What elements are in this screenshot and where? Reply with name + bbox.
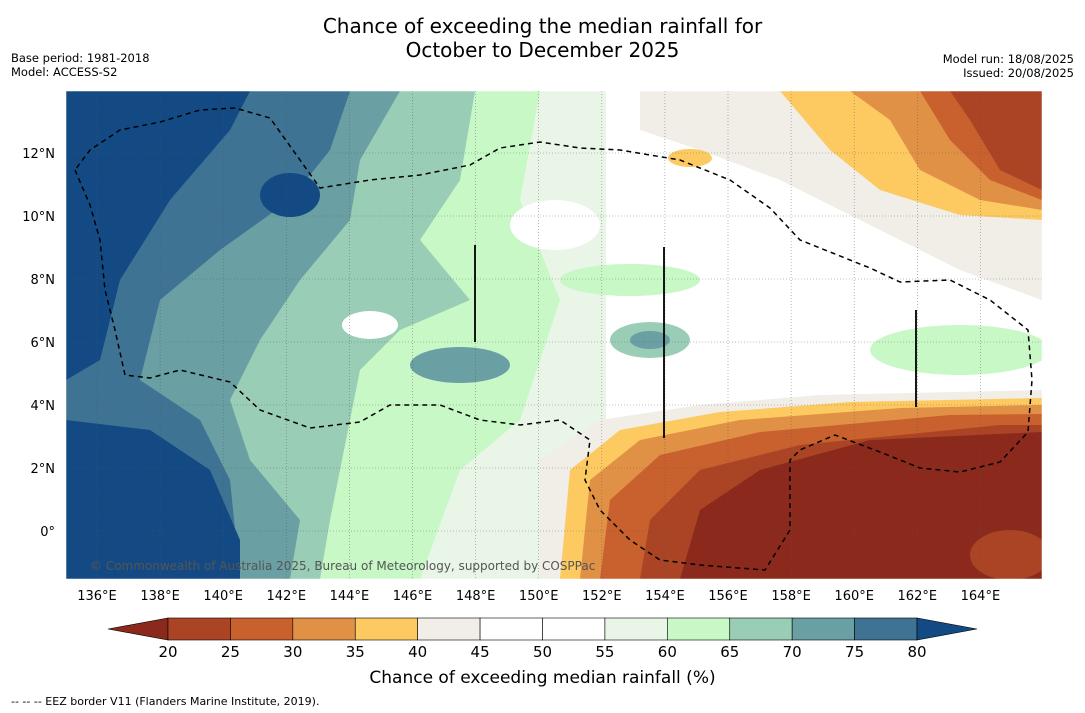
meta-left: Base period: 1981-2018 Model: ACCESS-S2 — [11, 51, 150, 79]
meta-right: Model run: 18/08/2025 Issued: 20/08/2025 — [943, 52, 1074, 80]
map-frame — [65, 90, 1043, 580]
base-period: Base period: 1981-2018 — [11, 51, 150, 65]
longitude-label: 152°E — [582, 589, 622, 604]
colorbar-bin — [479, 617, 543, 641]
map-field — [66, 91, 1042, 579]
longitude-label: 164°E — [961, 589, 1001, 604]
colorbar-bin — [854, 617, 918, 641]
model-run: Model run: 18/08/2025 — [942, 52, 1074, 66]
colorbar-bin — [542, 617, 606, 641]
colorbar-bin — [417, 617, 481, 641]
latitude-labels: 12°N 10°N 8°N 6°N 4°N 2°N 0° — [22, 147, 55, 540]
colorbar-bin — [791, 617, 855, 641]
colorbar-bin — [292, 617, 356, 641]
title-line-2: October to December 2025 — [405, 38, 680, 62]
longitude-label: 162°E — [898, 589, 938, 604]
colorbar-tick-label: 30 — [283, 643, 303, 661]
colorbar-extend-low — [107, 617, 169, 641]
latitude-label: 10°N — [22, 210, 55, 225]
map-title: Chance of exceeding the median rainfall … — [0, 14, 1085, 62]
colorbar-title: Chance of exceeding median rainfall (%) — [369, 668, 716, 688]
latitude-label: 4°N — [31, 399, 56, 414]
title-line-1: Chance of exceeding the median rainfall … — [322, 14, 763, 38]
colorbar-tick-label: 75 — [845, 643, 865, 661]
longitude-labels: 136°E 138°E 140°E 142°E 144°E 146°E 148°E 150°E… — [77, 589, 1000, 604]
colorbar-tick-label: 80 — [907, 643, 927, 661]
longitude-label: 142°E — [267, 589, 307, 604]
colorbar-bin — [167, 617, 231, 641]
colorbar-tick-label: 60 — [657, 643, 677, 661]
colorbar-bin — [230, 617, 294, 641]
longitude-label: 158°E — [771, 589, 811, 604]
colorbar-tick-label: 65 — [720, 643, 740, 661]
colorbar-bin — [667, 617, 731, 641]
colorbar-tick-label: 70 — [782, 643, 802, 661]
latitude-label: 6°N — [31, 336, 56, 351]
colorbar-tick-label: 35 — [345, 643, 365, 661]
latitude-label: 12°N — [22, 147, 55, 162]
longitude-label: 146°E — [393, 589, 433, 604]
colorbar-tick-label: 55 — [595, 643, 615, 661]
colorbar-tick-label: 25 — [220, 643, 240, 661]
copyright-text: © Commonwealth of Australia 2025, Bureau… — [90, 559, 595, 573]
longitude-label: 154°E — [645, 589, 685, 604]
longitude-label: 150°E — [519, 589, 559, 604]
colorbar-bin — [354, 617, 418, 641]
colorbar-tick-label: 45 — [470, 643, 490, 661]
colorbar-tick-label: 50 — [532, 643, 553, 661]
longitude-label: 144°E — [330, 589, 370, 604]
latitude-label: 2°N — [31, 462, 56, 477]
colorbar-tick-label: 40 — [408, 643, 428, 661]
longitude-label: 160°E — [834, 589, 874, 604]
latitude-label: 0° — [40, 525, 55, 540]
colorbar-bin — [729, 617, 793, 641]
model-name: Model: ACCESS-S2 — [11, 65, 118, 79]
longitude-label: 136°E — [77, 589, 117, 604]
colorbar-extend-high — [916, 617, 978, 641]
longitude-label: 156°E — [708, 589, 748, 604]
longitude-label: 148°E — [456, 589, 496, 604]
latitude-label: 8°N — [31, 273, 56, 288]
eez-border — [74, 107, 1033, 571]
colorbar-bin — [604, 617, 668, 641]
longitude-label: 140°E — [203, 589, 243, 604]
colorbar — [107, 617, 978, 641]
issued-date: Issued: 20/08/2025 — [963, 66, 1074, 80]
footer-note: -- -- -- EEZ border V11 (Flanders Marine… — [11, 695, 320, 708]
map-gridlines — [66, 91, 1042, 579]
colorbar-tick-label: 20 — [158, 643, 178, 661]
longitude-label: 138°E — [140, 589, 180, 604]
